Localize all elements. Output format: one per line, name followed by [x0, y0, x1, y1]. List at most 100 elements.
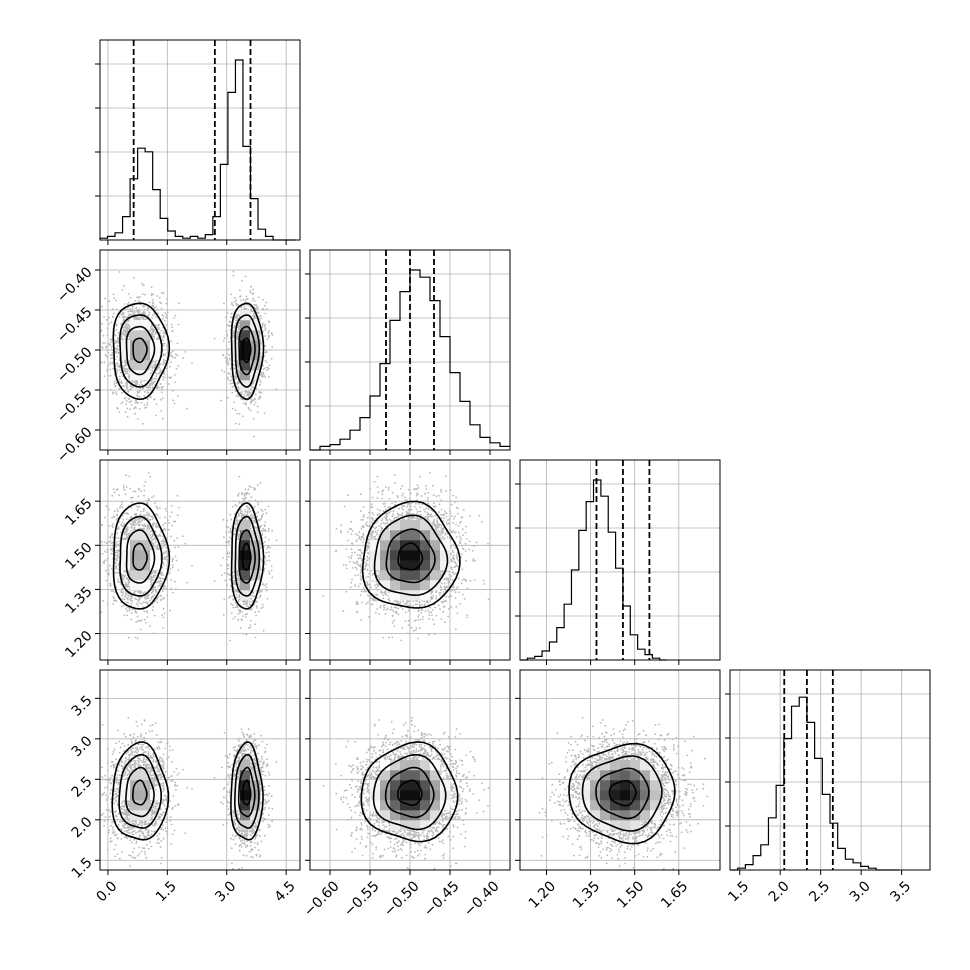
sample-point: [162, 331, 165, 334]
sample-point: [173, 402, 176, 405]
sample-point: [143, 494, 145, 497]
sample-point: [113, 597, 115, 600]
sample-point: [162, 378, 165, 381]
sample-point: [150, 396, 152, 399]
sample-point: [165, 323, 168, 326]
sample-point: [253, 303, 256, 306]
sample-point: [233, 301, 236, 303]
sample-point: [232, 330, 235, 332]
sample-point: [266, 547, 268, 550]
sample-point: [233, 326, 236, 329]
sample-point: [102, 342, 104, 344]
sample-point: [118, 380, 121, 383]
sample-point: [226, 584, 229, 586]
sample-point: [160, 386, 163, 389]
sample-point: [155, 372, 158, 375]
sample-point: [123, 397, 126, 400]
sample-point: [244, 307, 247, 310]
sample-point: [158, 296, 161, 299]
sample-point: [105, 355, 108, 358]
sample-point: [145, 514, 148, 516]
sample-point: [152, 364, 155, 367]
sample-point: [254, 636, 257, 639]
sample-point: [191, 362, 193, 364]
sample-point: [250, 486, 252, 488]
sample-point: [127, 335, 130, 338]
sample-point: [225, 316, 227, 318]
sample-point: [250, 398, 253, 401]
sample-point: [116, 407, 119, 409]
sample-point: [121, 391, 123, 394]
sample-point: [109, 361, 112, 364]
sample-point: [129, 598, 132, 600]
sample-point: [227, 360, 230, 363]
sample-point: [121, 361, 124, 363]
sample-point: [112, 315, 114, 318]
sample-point: [165, 546, 168, 549]
sample-point: [153, 333, 156, 336]
sample-point: [253, 317, 256, 319]
sample-point: [141, 293, 144, 295]
sample-point: [231, 379, 233, 381]
sample-point: [131, 305, 134, 308]
sample-point: [242, 615, 244, 617]
sample-point: [123, 361, 126, 364]
sample-point: [104, 297, 106, 300]
sample-point: [103, 316, 105, 318]
sample-point: [125, 474, 127, 476]
sample-point: [268, 330, 270, 333]
sample-point: [130, 403, 133, 406]
sample-point: [147, 385, 150, 388]
sample-point: [257, 503, 259, 506]
sample-point: [253, 505, 256, 508]
sample-point: [268, 573, 271, 575]
sample-point: [257, 311, 260, 314]
sample-point: [248, 507, 251, 509]
sample-point: [270, 565, 273, 567]
sample-point: [264, 367, 266, 370]
sample-point: [110, 345, 113, 348]
sample-point: [149, 475, 152, 478]
sample-point: [153, 614, 156, 617]
sample-point: [171, 591, 174, 594]
sample-point: [152, 302, 155, 305]
sample-point: [111, 356, 114, 359]
sample-point: [252, 417, 255, 420]
sample-point: [155, 315, 157, 318]
sample-point: [222, 354, 225, 357]
sample-point: [143, 508, 146, 511]
sample-point: [124, 411, 127, 413]
sample-point: [253, 435, 255, 438]
sample-point: [171, 326, 174, 329]
sample-point: [122, 332, 125, 335]
sample-point: [104, 342, 106, 344]
panel-frame: [729, 669, 931, 871]
sample-point: [130, 515, 133, 518]
sample-point: [159, 382, 162, 385]
sample-point: [107, 316, 110, 319]
sample-point: [227, 372, 230, 375]
sample-point: [108, 300, 111, 303]
sample-point: [177, 323, 180, 326]
sample-point: [228, 325, 231, 328]
sample-point: [271, 576, 274, 579]
sample-point: [266, 338, 269, 340]
sample-point: [115, 308, 118, 311]
sample-point: [275, 388, 278, 390]
sample-point: [156, 544, 159, 546]
sample-point: [242, 298, 245, 301]
sample-point: [235, 505, 238, 507]
sample-point: [125, 372, 128, 375]
sample-point: [249, 291, 252, 294]
sample-point: [265, 350, 268, 352]
sample-point: [244, 510, 247, 513]
sample-point: [163, 370, 166, 373]
sample-point: [129, 310, 132, 313]
sample-point: [117, 537, 120, 539]
sample-point: [174, 555, 177, 558]
sample-point: [117, 338, 119, 341]
sample-point: [152, 382, 155, 385]
sample-point: [152, 360, 155, 363]
sample-point: [152, 304, 154, 307]
sample-point: [123, 488, 126, 491]
